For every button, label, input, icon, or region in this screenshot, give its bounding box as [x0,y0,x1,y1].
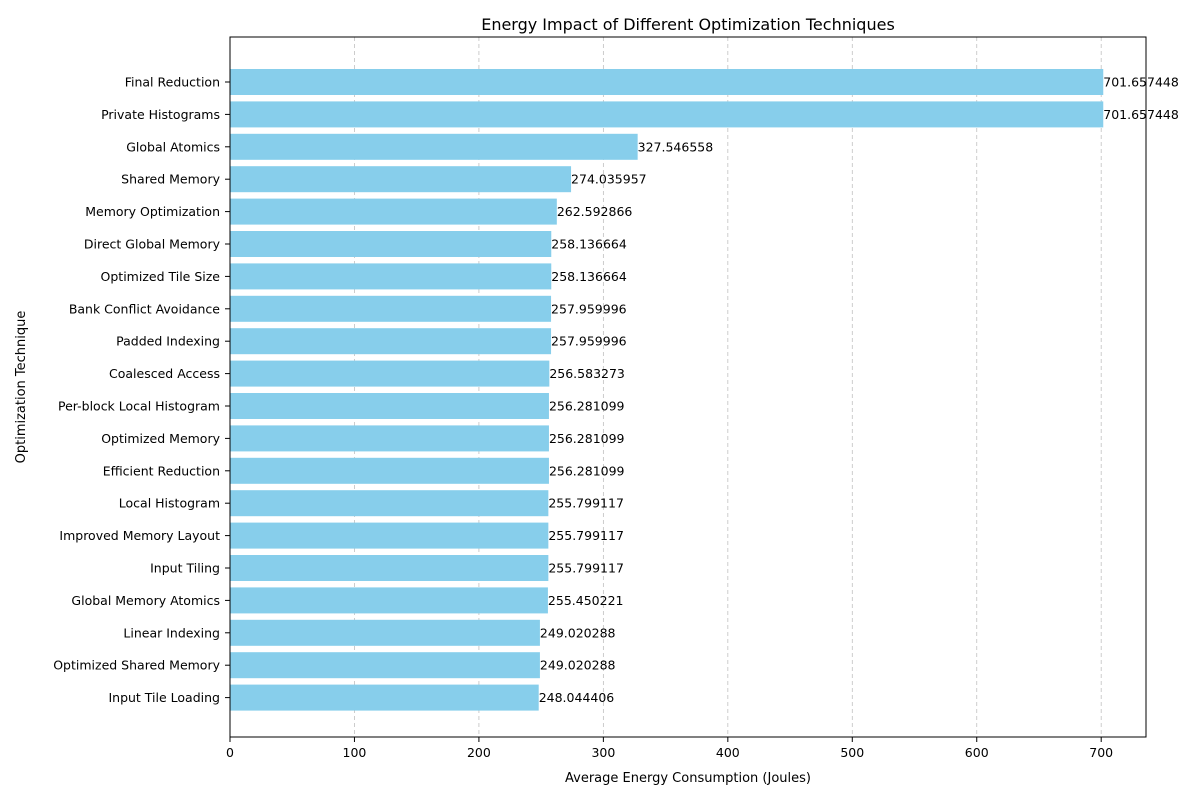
x-tick-label: 300 [591,745,615,760]
value-label: 701.657448 [1103,107,1179,122]
bar [230,295,552,322]
x-axis-label: Average Energy Consumption (Joules) [565,771,811,786]
x-tick-label: 500 [840,745,864,760]
value-label: 701.657448 [1103,75,1179,90]
value-label: 256.583273 [549,366,625,381]
value-label: 256.281099 [549,463,625,478]
y-tick-label: Final Reduction [125,75,220,90]
y-tick-label: Optimized Tile Size [101,269,221,284]
value-label: 257.959996 [551,301,627,316]
y-tick-label: Optimized Shared Memory [53,658,220,673]
x-tick-label: 400 [716,745,740,760]
y-tick-label: Bank Conflict Avoidance [69,301,220,316]
bar [230,328,552,355]
bar [230,457,549,484]
value-label: 262.592866 [557,204,633,219]
value-label: 256.281099 [549,431,625,446]
y-tick-label: Per-block Local Histogram [58,399,220,414]
y-tick-label: Global Atomics [126,139,220,154]
y-tick-label: Padded Indexing [116,334,220,349]
bar [230,555,549,581]
value-label: 255.799117 [548,496,624,511]
y-tick-label: Shared Memory [121,172,220,187]
y-tick-label: Global Memory Atomics [71,593,220,608]
bar [230,619,540,646]
bar [230,587,548,614]
bar [230,263,552,290]
bar [230,166,572,193]
bar [230,133,638,160]
y-tick-label: Direct Global Memory [84,237,221,252]
bars [230,69,1104,711]
value-label: 256.281099 [549,399,625,414]
y-tick-label: Memory Optimization [85,204,220,219]
x-tick-label: 700 [1089,745,1113,760]
y-tick-label: Improved Memory Layout [59,528,220,543]
bar [230,522,549,549]
plot-frame [229,36,1147,738]
value-label: 248.044406 [539,690,615,705]
bar [230,231,552,257]
bar [230,652,540,679]
y-tick-label: Linear Indexing [123,625,220,640]
y-tick-label: Input Tiling [150,561,220,576]
y-tick-label: Private Histograms [101,107,220,122]
x-tick-label: 100 [343,745,367,760]
y-tick-label: Coalesced Access [109,366,220,381]
bar [230,393,549,419]
value-label: 249.020288 [540,625,616,640]
value-label: 255.799117 [548,561,624,576]
bar [230,198,557,225]
value-label: 255.799117 [548,528,624,543]
bar [230,425,549,452]
bar [230,490,549,517]
x-tick-label: 200 [467,745,491,760]
bar [230,101,1104,128]
x-axis-ticks: 0 100 200 300 400 500 600 700 [226,737,1113,760]
y-axis-ticks: Final Reduction Private Histograms Global … [53,75,230,705]
bar [230,684,539,711]
value-label: 249.020288 [540,658,616,673]
value-label: 258.136664 [551,269,627,284]
value-label: 255.450221 [548,593,624,608]
value-label: 274.035957 [571,172,647,187]
y-tick-label: Local Histogram [119,496,220,511]
value-label: 258.136664 [551,237,627,252]
y-tick-label: Input Tile Loading [108,690,220,705]
value-label: 327.546558 [638,139,714,154]
bar [230,69,1104,95]
x-tick-label: 600 [965,745,989,760]
bar [230,360,550,387]
x-tick-label: 0 [226,745,234,760]
value-labels: 701.657448 701.657448 327.546558 274.035957… [539,75,1179,706]
y-axis-label: Optimization Technique [14,311,29,464]
chart-title: Energy Impact of Different Optimization … [481,15,895,34]
value-label: 257.959996 [551,334,627,349]
y-tick-label: Efficient Reduction [103,463,220,478]
y-tick-label: Optimized Memory [101,431,220,446]
